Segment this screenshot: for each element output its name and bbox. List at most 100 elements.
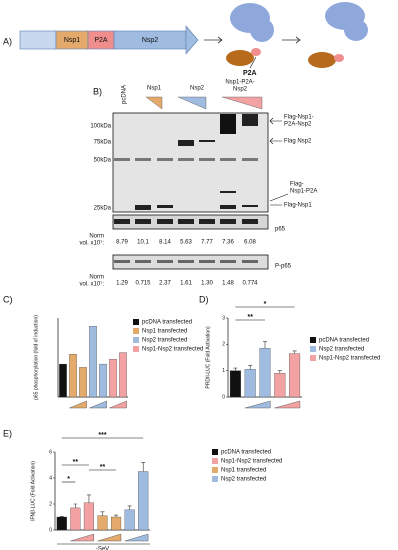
construct-segment [19,30,57,50]
group-label: Nsp2 [190,86,205,92]
error-bar [73,503,78,508]
protein-nsp1 [308,52,336,68]
legend-label: Nsp2 transfected [142,338,187,344]
significance-label: ** [73,459,79,466]
band [178,260,194,263]
mw-label: 75kDa [94,140,112,146]
dose-wedge [145,96,163,110]
band [135,158,151,161]
error-bar [248,365,253,370]
legend-label: Nsp1 transfected [221,468,266,474]
band [178,158,194,161]
significance-label: ** [100,464,106,471]
legend-swatch [212,476,218,482]
band [220,191,236,193]
pointer [269,137,282,145]
protein-p2a [251,48,261,56]
band [114,219,130,224]
bar [79,367,87,398]
bar [59,363,67,398]
band [135,205,151,210]
significance-label: * [264,301,267,308]
legend-swatch [310,355,316,361]
group-label: Nsp2 [233,87,248,93]
band [220,219,236,224]
cleavage-label: P2A [243,70,257,77]
dose-wedge [97,533,122,542]
bar [244,369,256,398]
error-bar [277,370,282,374]
significance-label: ** [247,314,253,321]
error-bar [100,511,105,516]
bar [70,507,81,531]
mw-label: 100kDa [90,124,111,130]
band [114,260,130,263]
x-axis-label: -SeV [96,547,109,550]
protein-nsp2 [250,18,274,42]
y-tick-label: 1 [222,368,225,374]
dose-wedge [124,533,149,542]
band-label: Flag-Nsp1 [284,203,312,209]
norm-value: 1.48 [222,281,234,287]
norm-value: 0.774 [242,281,258,287]
band [242,158,258,161]
panel-label: D) [199,294,209,304]
band [157,158,173,161]
band [178,140,194,146]
band [135,219,151,224]
bar [119,352,127,398]
legend-swatch [212,449,218,455]
legend-label: Nsp2 transfected [221,477,266,483]
band [220,205,236,209]
band-label: Flag- [290,182,304,188]
pointer [269,117,282,125]
norm-value: 1.61 [180,281,192,287]
legend-swatch [310,346,316,352]
band-label: Flag-Nsp1- [284,115,314,121]
mw-label: 25kDa [94,206,112,212]
error-bar [86,494,91,503]
panel-label: A) [3,36,12,46]
process-arrow [282,36,301,44]
legend-label: Nsp1-Nsp2 transfected [221,459,282,465]
dose-wedge [109,400,127,409]
y-tick-label: 0 [49,527,52,533]
y-tick-label: 0 [222,394,225,400]
blot-label: p65 [275,227,286,233]
bar [259,348,271,398]
process-arrow [204,36,223,44]
bar [229,370,241,398]
significance-label: * [67,476,70,483]
legend-label: Nsp1-Nsp2 transfected [142,347,203,353]
band [242,114,258,126]
error-bar [127,505,132,510]
norm-value: 1.30 [201,281,213,287]
group-label: Nsp1 [147,86,162,92]
error-bar [292,350,297,354]
protein-nsp2 [344,19,368,41]
blot-label: P-p65 [275,264,292,270]
norm-value: 8.14 [159,240,171,246]
norm-label: Norm [89,275,104,281]
bar [138,471,149,531]
legend-label: pcDNA transfected [221,450,271,456]
norm-label: Norm [89,234,104,240]
bar [83,502,94,531]
error-bar [141,462,146,472]
norm-value: 10.1 [137,240,149,246]
y-tick-label: 2 [49,501,52,507]
band-label: Flag Nsp2 [284,139,312,145]
band [242,260,258,263]
norm-value: 8.79 [116,240,128,246]
norm-label: vol. x10⁷: [79,240,104,247]
bar [111,516,122,531]
band-label: Nsp1-P2A [290,189,317,195]
band [178,219,194,224]
legend-swatch [133,328,139,334]
protein-p2a [334,54,344,62]
bar [109,358,117,398]
legend-swatch [133,319,139,325]
panel-label: B) [93,86,102,96]
